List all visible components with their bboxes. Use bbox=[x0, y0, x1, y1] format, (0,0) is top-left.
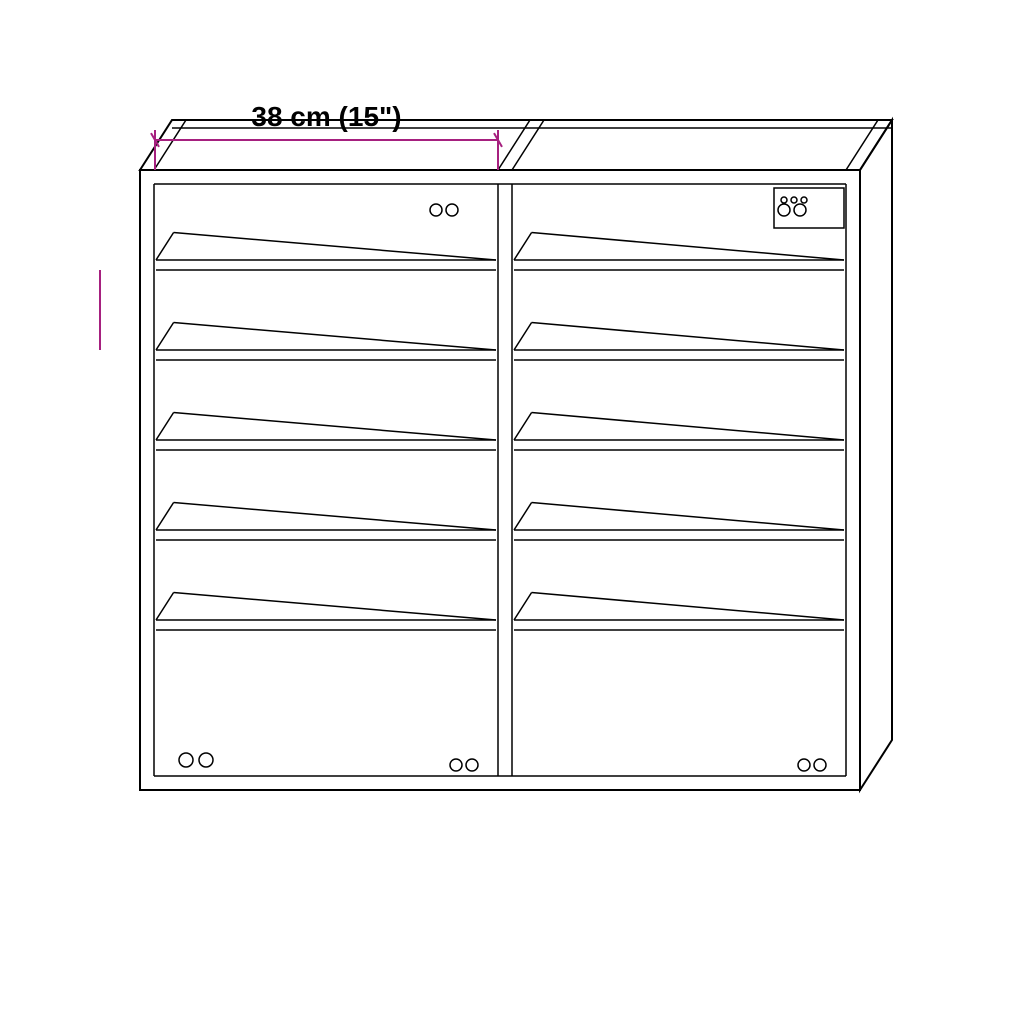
label-inner-width: 38 cm (15") bbox=[251, 101, 401, 132]
dimension-diagram: 38 cm (15") bbox=[0, 0, 1024, 1024]
